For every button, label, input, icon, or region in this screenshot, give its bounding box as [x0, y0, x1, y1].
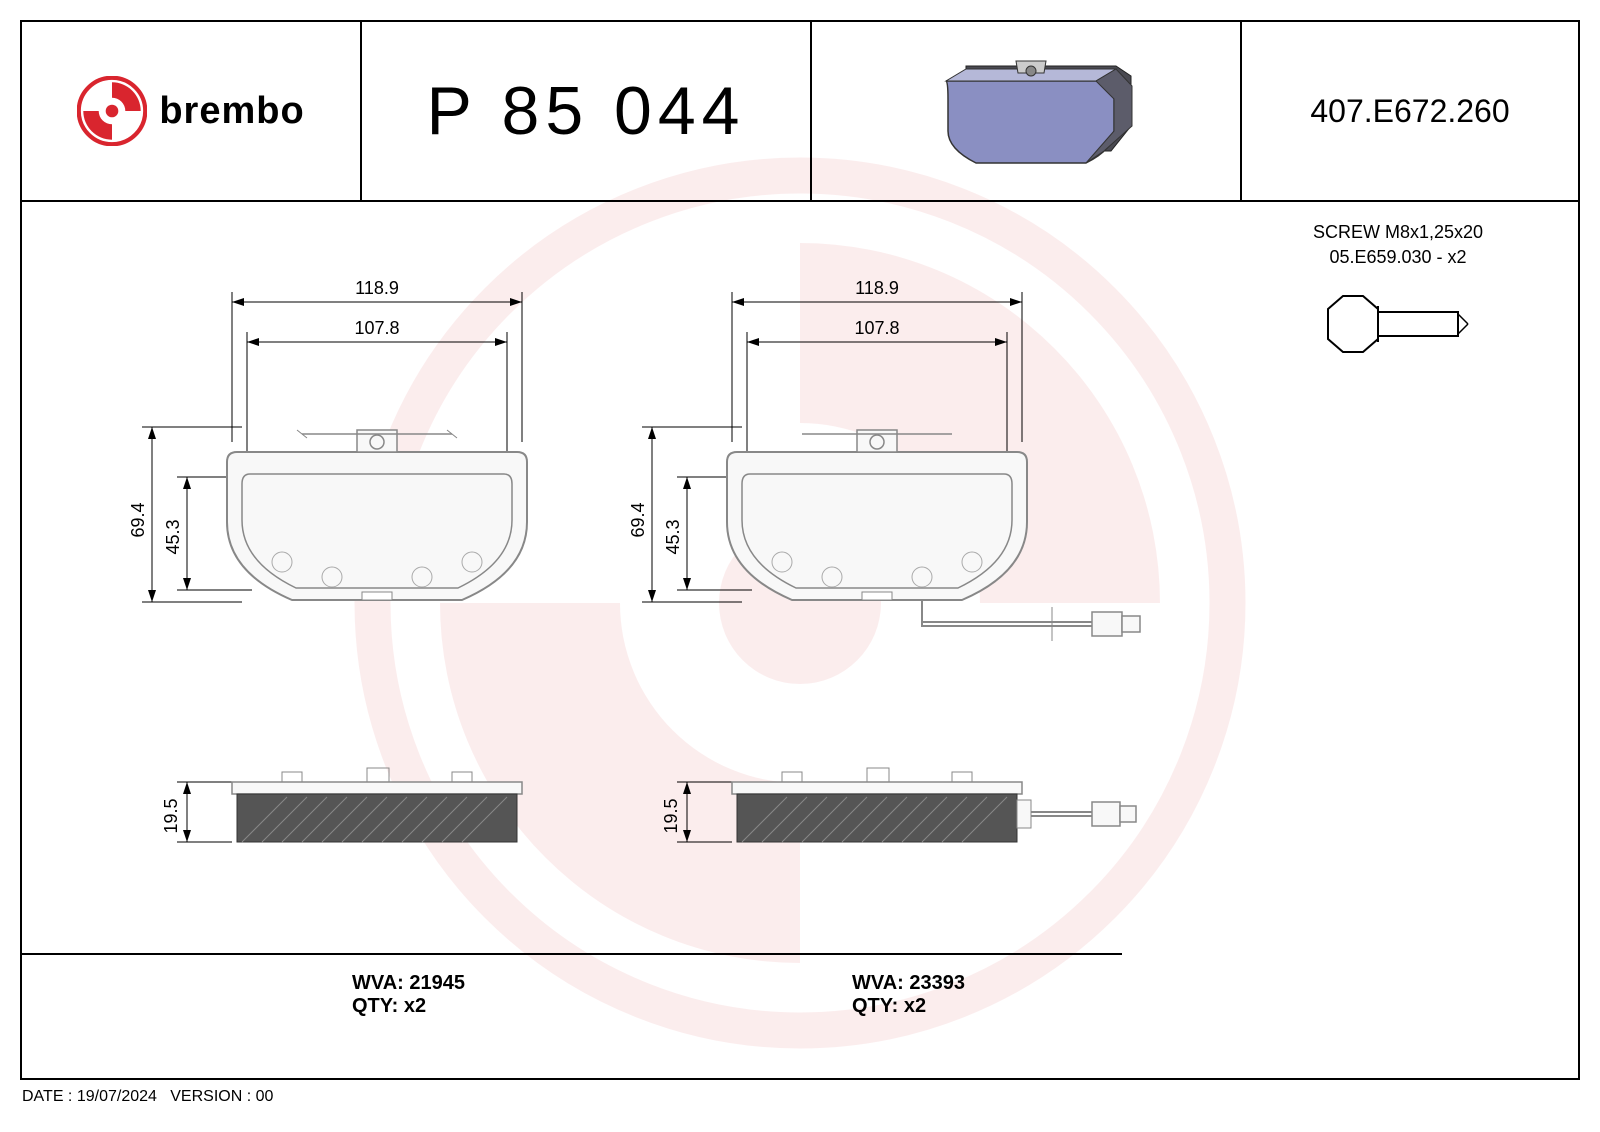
bottom-divider [22, 952, 1582, 956]
drawing-sheet: brembo P 85 044 407.E672.260 [20, 20, 1580, 1080]
pad-left-side-view: 19.5 [122, 722, 582, 902]
pad-right-side-view: 19.5 [622, 722, 1182, 902]
wva-left-value: 21945 [409, 972, 465, 994]
dim-height-inner-right: 45.3 [663, 519, 683, 554]
screw-code: 05.E659.030 - x2 [1248, 247, 1548, 268]
brembo-logo-icon [77, 76, 147, 146]
dim-width-inner-left: 107.8 [354, 318, 399, 338]
wva-block-left: WVA: 21945 QTY: x2 [352, 972, 465, 1018]
brand-name: brembo [159, 90, 304, 133]
iso-view-cell [812, 22, 1242, 200]
logo-cell: brembo [22, 22, 362, 200]
dim-height-inner-left: 45.3 [163, 519, 183, 554]
side-thickness-right: 19.5 [661, 798, 681, 833]
screw-spec: SCREW M8x1,25x20 [1248, 222, 1548, 243]
iso-pad-illustration [886, 31, 1166, 191]
version-value: 00 [256, 1088, 274, 1105]
pad-right-front-view: 118.9 107.8 69.4 45.3 [622, 262, 1182, 662]
wva-block-right: WVA: 23393 QTY: x2 [852, 972, 965, 1018]
drawing-body: SCREW M8x1,25x20 05.E659.030 - x2 118.9 [22, 202, 1578, 1078]
side-thickness-left: 19.5 [161, 798, 181, 833]
screw-spec-block: SCREW M8x1,25x20 05.E659.030 - x2 [1248, 222, 1548, 369]
dim-width-outer-left: 118.9 [355, 278, 399, 298]
ref-number-cell: 407.E672.260 [1242, 22, 1578, 200]
date-label: DATE : [22, 1088, 72, 1105]
wva-right-value: 23393 [909, 972, 965, 994]
qty-label: QTY: [852, 995, 898, 1017]
wva-label: WVA: [852, 972, 904, 994]
date-value: 19/07/2024 [77, 1088, 157, 1105]
part-number-cell: P 85 044 [362, 22, 812, 200]
part-number: P 85 044 [426, 72, 745, 150]
qty-left-value: x2 [404, 995, 426, 1017]
header-row: brembo P 85 044 407.E672.260 [22, 22, 1578, 202]
dim-width-outer-right: 118.9 [855, 278, 899, 298]
version-label: VERSION : [170, 1088, 251, 1105]
dim-width-inner-right: 107.8 [854, 318, 899, 338]
footer-line: DATE : 19/07/2024 VERSION : 00 [22, 1088, 273, 1106]
dim-height-outer-right: 69.4 [628, 502, 648, 537]
pad-left-front-view: 118.9 107.8 69.4 45.3 [122, 262, 582, 662]
wva-label: WVA: [352, 972, 404, 994]
screw-icon [1318, 284, 1478, 364]
ref-number: 407.E672.260 [1310, 93, 1509, 130]
qty-right-value: x2 [904, 995, 926, 1017]
qty-label: QTY: [352, 995, 398, 1017]
dim-height-outer-left: 69.4 [128, 502, 148, 537]
